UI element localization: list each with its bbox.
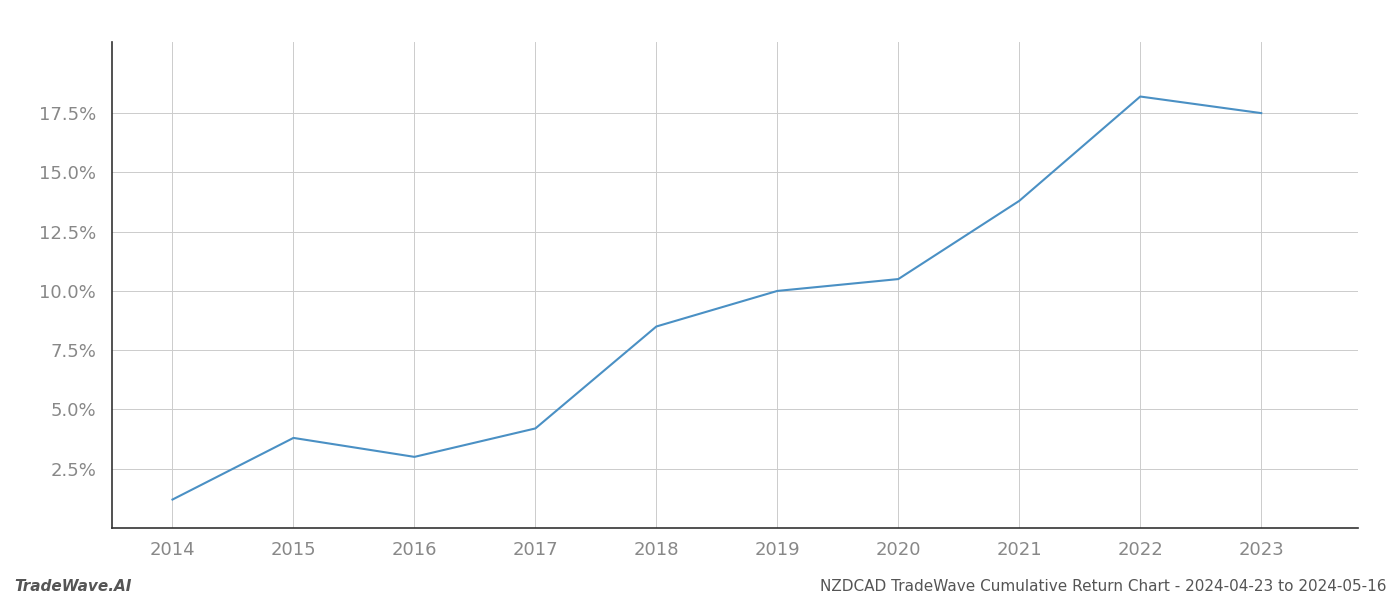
Text: TradeWave.AI: TradeWave.AI (14, 579, 132, 594)
Text: NZDCAD TradeWave Cumulative Return Chart - 2024-04-23 to 2024-05-16: NZDCAD TradeWave Cumulative Return Chart… (819, 579, 1386, 594)
